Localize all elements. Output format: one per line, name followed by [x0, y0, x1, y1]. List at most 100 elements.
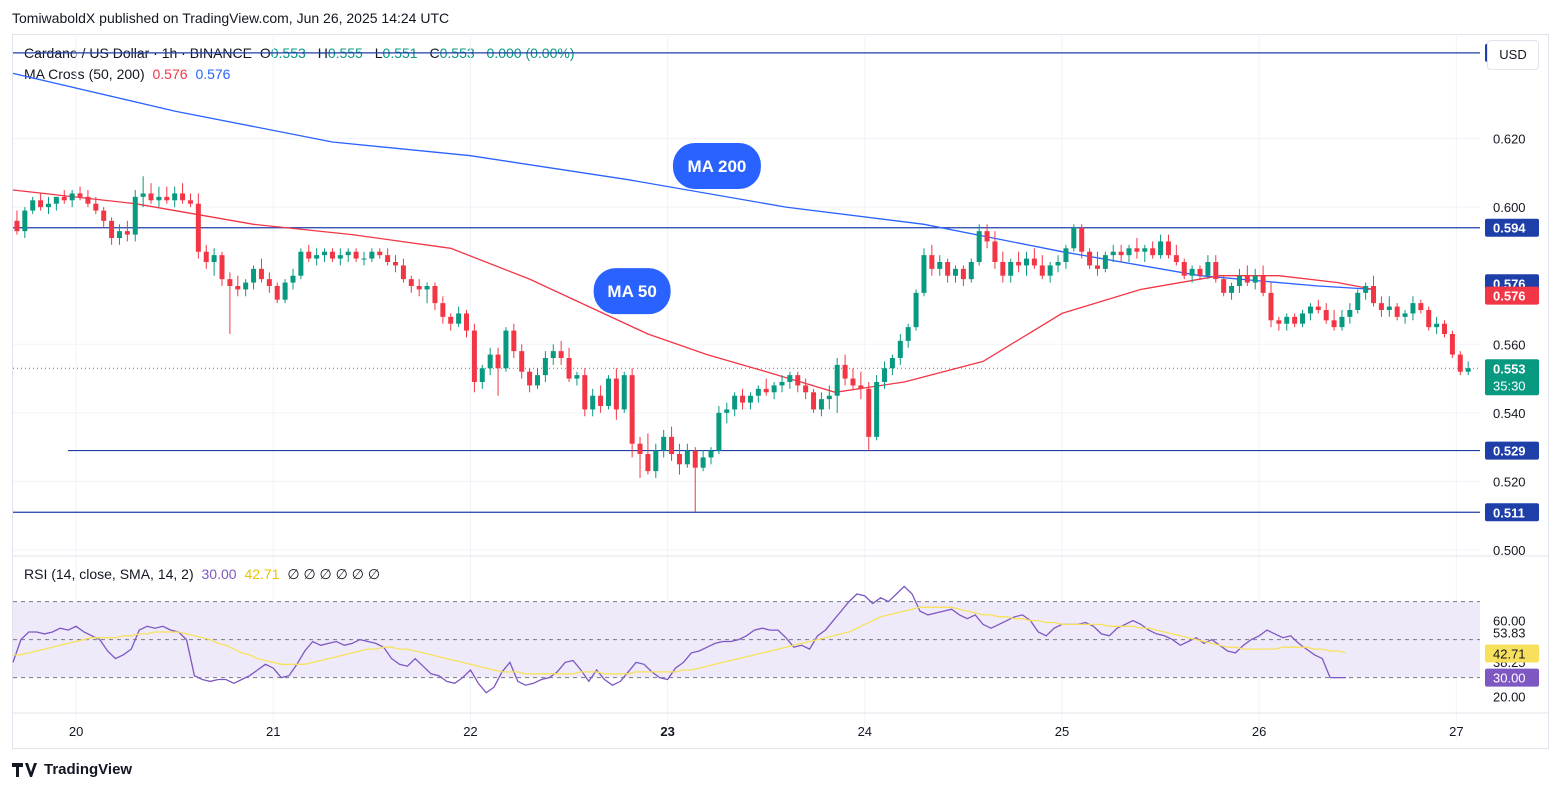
candle: [1087, 248, 1093, 269]
candle: [661, 430, 667, 458]
candle: [1134, 238, 1140, 259]
candle-body: [945, 262, 951, 276]
candle-body: [227, 279, 233, 286]
candles: [14, 176, 1471, 513]
candle: [1315, 299, 1321, 314]
candle: [1434, 316, 1440, 334]
candle: [172, 186, 178, 208]
ma-legend: MA Cross (50, 200) 0.576 0.576: [24, 66, 234, 82]
candle-body: [1197, 268, 1203, 276]
price-label-text: 0.576: [1493, 289, 1526, 304]
candle-body: [45, 203, 51, 208]
candle-body: [534, 375, 540, 386]
candle: [582, 368, 588, 417]
candle: [889, 354, 895, 376]
candle: [811, 388, 817, 413]
candle: [345, 248, 351, 262]
candle: [195, 193, 201, 259]
candle: [495, 347, 501, 396]
ma50-line: [12, 189, 1374, 393]
price-label-box: [1485, 218, 1539, 237]
candle: [290, 268, 296, 290]
candle-body: [361, 258, 367, 260]
candle-body: [69, 193, 75, 201]
candle-body: [905, 327, 911, 341]
candle: [1300, 310, 1306, 328]
candle: [550, 344, 556, 365]
candle-body: [400, 265, 406, 280]
rsi-tick-label: 60.00: [1493, 614, 1526, 629]
candle-body: [882, 368, 888, 382]
candle: [676, 443, 682, 475]
candle-body: [1118, 251, 1124, 256]
candle-body: [322, 251, 328, 256]
x-tick-label: 27: [1449, 724, 1463, 739]
candle-body: [1449, 334, 1455, 355]
candle: [1023, 251, 1029, 276]
price-label: 0.529: [1485, 441, 1539, 460]
candle: [1236, 268, 1242, 293]
candle: [456, 306, 462, 328]
candle: [1323, 303, 1329, 324]
candle-body: [1102, 255, 1108, 269]
candle-body: [1252, 275, 1258, 283]
candle: [984, 224, 990, 249]
candle-body: [653, 450, 659, 472]
candle-body: [408, 279, 414, 286]
candle: [1347, 303, 1353, 324]
candle: [93, 196, 99, 214]
candle: [235, 275, 241, 297]
candle-body: [195, 203, 201, 252]
candle-body: [1394, 306, 1400, 317]
candle: [1331, 310, 1337, 331]
candle: [566, 347, 572, 382]
price-label-box: [1485, 503, 1539, 522]
candle: [1276, 316, 1282, 331]
candle: [732, 392, 738, 417]
candle-body: [676, 454, 682, 465]
candle-body: [850, 378, 856, 386]
candle: [377, 248, 383, 259]
candle-body: [637, 443, 643, 454]
candle: [826, 385, 832, 410]
candle-body: [1134, 248, 1140, 252]
candle: [1252, 268, 1258, 290]
candle: [897, 334, 903, 365]
candle: [960, 265, 966, 286]
candle: [684, 443, 690, 468]
rsi-legend: RSI (14, close, SMA, 14, 2) 30.00 42.71 …: [24, 566, 384, 583]
candle-body: [1307, 306, 1313, 314]
annotation-bubble: [593, 268, 671, 315]
candle-body: [1158, 241, 1164, 256]
candle: [1292, 313, 1298, 328]
rsi-sma-value: 42.71: [244, 566, 280, 582]
candle: [243, 279, 249, 297]
candle: [1110, 244, 1116, 262]
candle: [1284, 313, 1290, 331]
x-tick-label: 24: [858, 724, 872, 739]
candle-body: [968, 262, 974, 280]
candle-body: [1205, 262, 1211, 276]
candle-body: [1402, 313, 1408, 317]
rsi-value-text: 42.71: [1493, 646, 1526, 661]
candle: [747, 392, 753, 410]
candle-body: [1442, 323, 1448, 334]
candle-body: [140, 193, 146, 197]
candle: [69, 190, 75, 208]
candle: [432, 282, 438, 310]
x-tick-label: 22: [463, 724, 477, 739]
annotation-text: MA 200: [687, 157, 746, 176]
candle: [1181, 258, 1187, 280]
candle: [629, 368, 635, 458]
candle-body: [258, 268, 264, 280]
y-tick-label: 0.540: [1493, 406, 1526, 421]
x-tick-label: 20: [69, 724, 83, 739]
rsi-sma-line: [13, 606, 1347, 675]
candle: [724, 402, 730, 424]
candle: [400, 258, 406, 283]
currency-button[interactable]: USD: [1487, 40, 1539, 70]
candle: [937, 255, 943, 276]
candle: [1260, 265, 1266, 297]
candle: [148, 183, 154, 204]
